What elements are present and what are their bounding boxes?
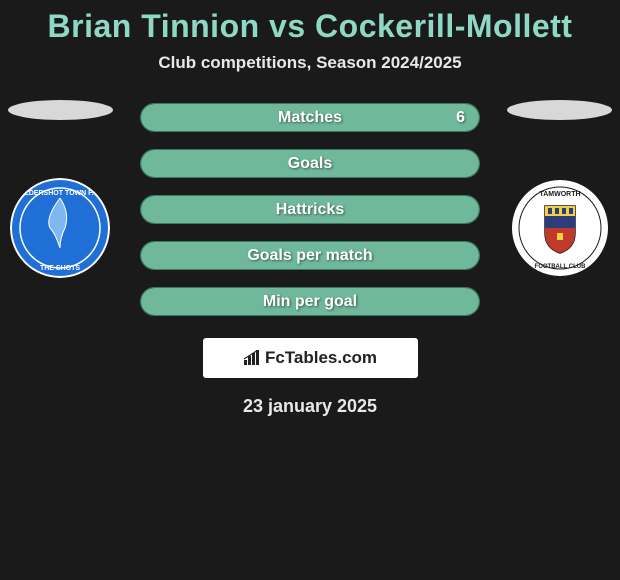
svg-text:FOOTBALL CLUB: FOOTBALL CLUB	[535, 264, 587, 270]
svg-text:ALDERSHOT TOWN F.C.: ALDERSHOT TOWN F.C.	[19, 190, 100, 197]
stat-row-hattricks: Hattricks	[140, 195, 480, 224]
bars-icon	[243, 350, 261, 366]
left-ellipse	[8, 100, 113, 120]
svg-text:TAMWORTH: TAMWORTH	[539, 191, 580, 198]
stat-row-goals-per-match: Goals per match	[140, 241, 480, 270]
right-ellipse	[507, 100, 612, 120]
stats-list: Matches 6 Goals Hattricks Goals per matc…	[140, 103, 480, 316]
logo-text: FcTables.com	[265, 348, 377, 368]
stat-label: Matches	[278, 109, 342, 127]
stat-value: 6	[456, 109, 465, 127]
stat-row-min-per-goal: Min per goal	[140, 287, 480, 316]
stat-row-goals: Goals	[140, 149, 480, 178]
page-title: Brian Tinnion vs Cockerill-Mollett	[0, 0, 620, 45]
stat-label: Min per goal	[263, 293, 357, 311]
aldershot-crest-icon: ALDERSHOT TOWN F.C. THE SHOTS	[10, 178, 110, 278]
comparison-panel: ALDERSHOT TOWN F.C. THE SHOTS TAMWORTH F…	[0, 103, 620, 417]
subtitle: Club competitions, Season 2024/2025	[0, 53, 620, 73]
svg-text:THE SHOTS: THE SHOTS	[40, 265, 80, 272]
right-club-crest: TAMWORTH FOOTBALL CLUB	[510, 178, 610, 278]
tamworth-crest-icon: TAMWORTH FOOTBALL CLUB	[510, 178, 610, 278]
left-club-crest: ALDERSHOT TOWN F.C. THE SHOTS	[10, 178, 110, 278]
stat-label: Goals per match	[247, 247, 372, 265]
fctables-logo: FcTables.com	[243, 348, 377, 368]
stat-label: Hattricks	[276, 201, 344, 219]
stat-row-matches: Matches 6	[140, 103, 480, 132]
stat-label: Goals	[288, 155, 332, 173]
date-label: 23 january 2025	[0, 396, 620, 417]
attribution-logo: FcTables.com	[203, 338, 418, 378]
